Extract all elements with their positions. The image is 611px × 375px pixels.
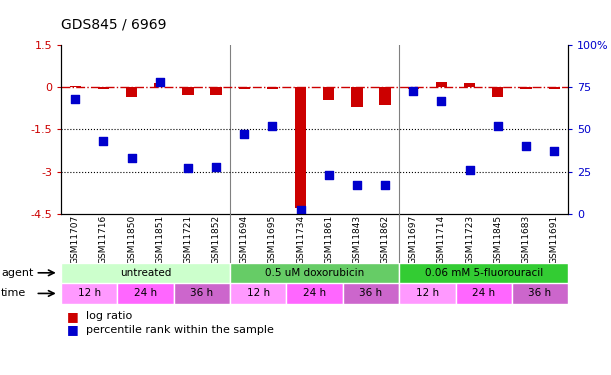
Text: GSM11852: GSM11852: [211, 215, 221, 264]
Point: [155, 79, 164, 85]
Bar: [521, 87, 532, 90]
Point: [211, 164, 221, 170]
Bar: [210, 87, 222, 95]
Point: [296, 207, 306, 213]
Bar: [456, 283, 512, 304]
Bar: [323, 87, 334, 100]
Bar: [351, 87, 362, 107]
Point: [380, 182, 390, 188]
Text: 12 h: 12 h: [416, 288, 439, 298]
Text: ■: ■: [67, 310, 79, 322]
Bar: [61, 262, 230, 283]
Text: GSM11691: GSM11691: [550, 215, 558, 264]
Bar: [230, 262, 399, 283]
Text: GSM11734: GSM11734: [296, 215, 305, 264]
Bar: [379, 87, 391, 105]
Point: [324, 172, 334, 178]
Bar: [126, 87, 137, 97]
Text: 0.5 uM doxorubicin: 0.5 uM doxorubicin: [265, 268, 364, 278]
Text: GSM11843: GSM11843: [353, 215, 362, 264]
Bar: [492, 87, 503, 97]
Text: log ratio: log ratio: [86, 311, 132, 321]
Bar: [267, 87, 278, 90]
Text: agent: agent: [1, 268, 34, 278]
Text: GSM11697: GSM11697: [409, 215, 418, 264]
Point: [521, 143, 531, 149]
Bar: [408, 87, 419, 88]
Text: 12 h: 12 h: [247, 288, 270, 298]
Text: 36 h: 36 h: [359, 288, 382, 298]
Point: [70, 96, 80, 102]
Bar: [117, 283, 174, 304]
Text: untreated: untreated: [120, 268, 171, 278]
Text: GSM11695: GSM11695: [268, 215, 277, 264]
Point: [352, 182, 362, 188]
Text: 36 h: 36 h: [191, 288, 213, 298]
Bar: [182, 87, 194, 95]
Text: GSM11850: GSM11850: [127, 215, 136, 264]
Point: [436, 98, 446, 104]
Text: GSM11845: GSM11845: [493, 215, 502, 264]
Bar: [98, 87, 109, 88]
Text: GSM11723: GSM11723: [465, 215, 474, 264]
Text: GSM11707: GSM11707: [71, 215, 79, 264]
Text: 24 h: 24 h: [472, 288, 496, 298]
Bar: [343, 283, 399, 304]
Point: [549, 148, 559, 154]
Point: [465, 167, 475, 173]
Text: 12 h: 12 h: [78, 288, 101, 298]
Text: GSM11683: GSM11683: [521, 215, 530, 264]
Bar: [295, 87, 306, 208]
Bar: [70, 86, 81, 87]
Text: 24 h: 24 h: [134, 288, 157, 298]
Text: GSM11716: GSM11716: [99, 215, 108, 264]
Bar: [154, 83, 166, 87]
Text: GDS845 / 6969: GDS845 / 6969: [61, 18, 167, 32]
Bar: [549, 87, 560, 89]
Bar: [287, 283, 343, 304]
Text: GSM11714: GSM11714: [437, 215, 446, 264]
Text: GSM11694: GSM11694: [240, 215, 249, 264]
Bar: [230, 283, 287, 304]
Text: GSM11721: GSM11721: [183, 215, 192, 264]
Text: 36 h: 36 h: [529, 288, 552, 298]
Text: GSM11861: GSM11861: [324, 215, 333, 264]
Point: [493, 123, 503, 129]
Bar: [436, 82, 447, 87]
Point: [408, 88, 418, 94]
Point: [268, 123, 277, 129]
Bar: [399, 262, 568, 283]
Bar: [174, 283, 230, 304]
Text: time: time: [1, 288, 26, 298]
Point: [98, 138, 108, 144]
Point: [126, 155, 136, 161]
Text: GSM11851: GSM11851: [155, 215, 164, 264]
Bar: [238, 87, 250, 90]
Text: 24 h: 24 h: [303, 288, 326, 298]
Point: [183, 165, 193, 171]
Bar: [512, 283, 568, 304]
Point: [240, 132, 249, 138]
Text: GSM11862: GSM11862: [381, 215, 390, 264]
Bar: [399, 283, 456, 304]
Text: percentile rank within the sample: percentile rank within the sample: [86, 325, 273, 335]
Bar: [464, 83, 475, 87]
Text: ■: ■: [67, 324, 79, 336]
Text: 0.06 mM 5-fluorouracil: 0.06 mM 5-fluorouracil: [425, 268, 543, 278]
Bar: [61, 283, 117, 304]
